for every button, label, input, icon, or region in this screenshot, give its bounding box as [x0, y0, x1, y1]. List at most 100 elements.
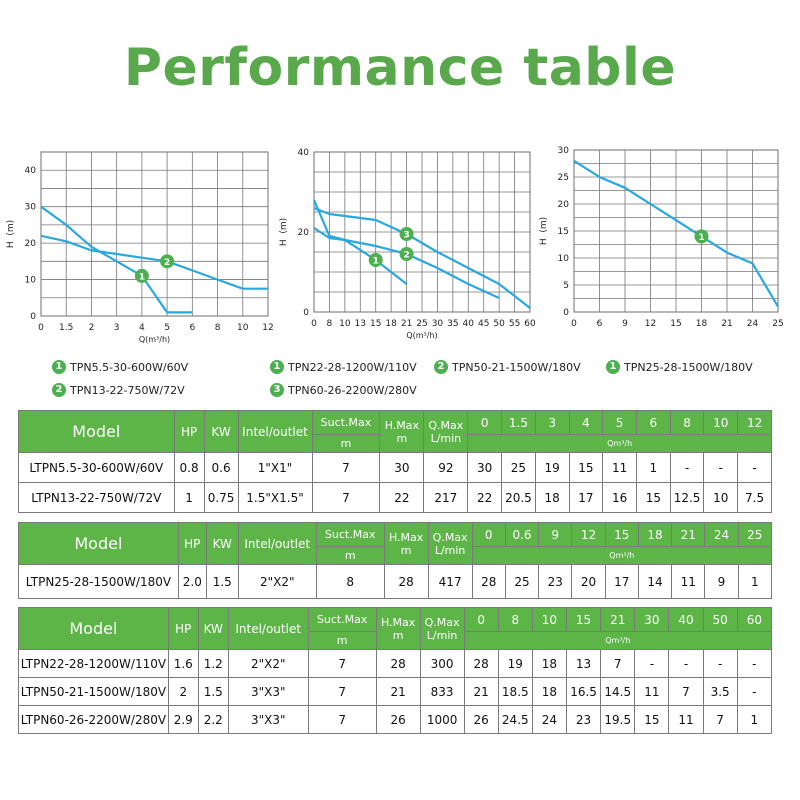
cell-head-value: 20 [571, 564, 606, 599]
header-q-value: 24 [704, 522, 739, 547]
header-q-value: 8 [497, 607, 533, 632]
cell-head-value: 1 [737, 564, 773, 599]
legend-chart1-item-1: 1 TPN5.5-30-600W/60V [52, 360, 188, 374]
header-q-value: 3 [534, 410, 570, 435]
header-suction-max: Suct.Max [307, 607, 377, 632]
header-suction-max: Suct.Max [315, 522, 385, 547]
x-tick-label: 6 [597, 319, 603, 329]
cell-model: LTPN5.5-30-600W/60V [18, 452, 175, 483]
cell-head-max: 28 [383, 564, 429, 599]
header-q-value: 1.5 [501, 410, 536, 435]
header-flow-unit: Qm³/h [463, 631, 773, 650]
cell-hp: 1.6 [167, 649, 199, 678]
header-model: Model [18, 522, 179, 565]
y-axis-label: H (m) [279, 218, 289, 246]
series-badge-label: 3 [403, 231, 409, 241]
cell-head-value: 11 [602, 452, 637, 483]
header-inlet-outlet: Intel/outlet [237, 522, 317, 565]
cell-head-value: 9 [704, 564, 739, 599]
cell-head-value: 17 [604, 564, 639, 599]
cell-head-value: - [634, 649, 670, 678]
cell-flow-max: 417 [427, 564, 473, 599]
header-q-value: 10 [703, 410, 739, 435]
cell-head-max: 26 [375, 705, 421, 734]
series-curve-2 [313, 227, 500, 300]
cell-head-value: 17 [568, 482, 604, 513]
x-tick-label: 15 [370, 319, 381, 329]
cell-flow-max: 1000 [419, 705, 465, 734]
legend-chart2-item-3: 3 TPN60-26-2200W/280V [270, 383, 417, 397]
cell-hp: 2.9 [167, 705, 199, 734]
cell-head-value: 25 [504, 564, 540, 599]
cell-head-value: 19 [497, 649, 533, 678]
y-tick-label: 30 [25, 203, 37, 213]
header-q-value: 5 [602, 410, 637, 435]
curve-number-badge: 2 [434, 360, 448, 374]
y-tick-label: 15 [558, 227, 569, 237]
cell-suction-max: 7 [307, 649, 377, 678]
curve-number-badge: 3 [270, 383, 284, 397]
cell-kw: 2.2 [197, 705, 229, 734]
x-tick-label: 35 [447, 319, 458, 329]
series-badge [399, 227, 414, 241]
legend-chart3-item-1: 1 TPN25-28-1500W/180V [606, 360, 753, 374]
y-tick-label: 0 [563, 308, 569, 318]
cell-model: LTPN22-28-1200W/110V [18, 649, 169, 678]
header-head-max: H.Max m [379, 410, 425, 453]
legend-chart1-item-2: 2 TPN13-22-750W/72V [52, 383, 185, 397]
header-q-value: 25 [737, 522, 773, 547]
header-flow-unit: Qm³/h [471, 546, 773, 565]
cell-flow-max: 217 [423, 482, 469, 513]
cell-head-value: 12.5 [669, 482, 705, 513]
header-head-max: H.Max m [375, 607, 421, 650]
cell-hp: 1 [173, 482, 205, 513]
legend-label: TPN25-28-1500W/180V [624, 360, 753, 374]
header-q-value: 0 [463, 607, 499, 632]
series-curve-2 [40, 234, 268, 290]
header-head-max: H.Max m [383, 522, 429, 565]
cell-head-value: - [702, 649, 738, 678]
y-tick-label: 10 [25, 276, 37, 286]
curve-number-badge: 1 [606, 360, 620, 374]
y-tick-label: 30 [558, 146, 570, 156]
performance-table-2: Model HP KW Intel/outlet Suct.Max H.Max m… [18, 522, 773, 599]
cell-head-value: 15 [634, 705, 670, 734]
x-tick-label: 25 [416, 319, 427, 329]
cell-head-value: 26 [463, 705, 499, 734]
cell-model: LTPN25-28-1500W/180V [18, 564, 179, 599]
y-tick-label: 40 [25, 166, 37, 176]
cell-model: LTPN60-26-2200W/280V [18, 705, 169, 734]
cell-head-value: 7 [668, 677, 704, 706]
cell-flow-max: 92 [423, 452, 469, 483]
cell-head-value: 25 [501, 452, 536, 483]
series-curve-1 [573, 159, 779, 308]
cell-inlet-outlet: 3"X3" [227, 705, 309, 734]
header-q-value: 60 [736, 607, 773, 632]
cell-head-value: 14.5 [600, 677, 636, 706]
x-tick-label: 45 [478, 319, 489, 329]
header-suction-unit: m [307, 631, 377, 650]
cell-head-value: 24.5 [497, 705, 533, 734]
x-tick-label: 40 [463, 319, 475, 329]
series-badge-label: 1 [698, 233, 704, 243]
header-q-value: 15 [565, 607, 602, 632]
header-flow-max: Q.Max L/min [419, 607, 465, 650]
header-q-value: 10 [531, 607, 567, 632]
cell-head-value: - [736, 677, 773, 706]
x-tick-label: 15 [670, 319, 681, 329]
header-suction-unit: m [315, 546, 385, 565]
header-q-value: 12 [737, 410, 772, 435]
header-inlet-outlet: Intel/outlet [227, 607, 309, 650]
x-tick-label: 21 [401, 319, 412, 329]
cell-kw: 1.2 [197, 649, 229, 678]
header-inlet-outlet: Intel/outlet [237, 410, 313, 453]
table-row: LTPN13-22-750W/72V 1 0.75 1.5"X1.5" 7 22… [18, 482, 772, 513]
legend-label: TPN60-26-2200W/280V [288, 383, 417, 397]
x-tick-label: 5 [164, 323, 170, 333]
cell-inlet-outlet: 2"X2" [237, 564, 317, 599]
y-tick-label: 20 [558, 200, 570, 210]
y-tick-label: 5 [563, 281, 569, 291]
header-q-value: 21 [600, 607, 636, 632]
cell-inlet-outlet: 2"X2" [227, 649, 309, 678]
cell-model: LTPN50-21-1500W/180V [18, 677, 169, 706]
